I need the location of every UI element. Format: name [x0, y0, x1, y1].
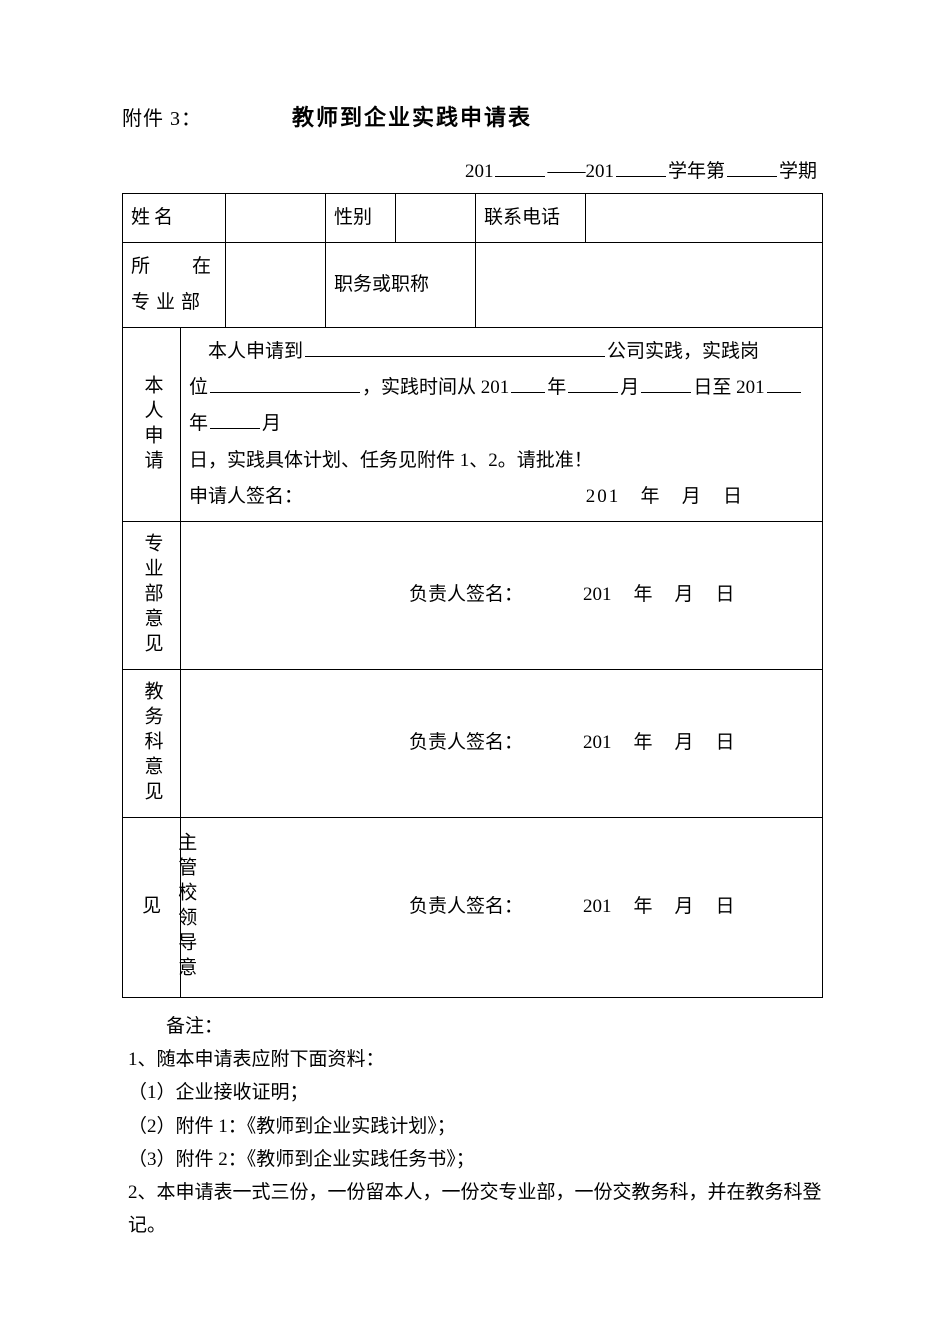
input-gender[interactable]	[396, 194, 476, 243]
apply-y1-blank[interactable]	[511, 374, 545, 393]
row-leader-opinion: 主管校领导意见 负责人签名： 201 年月日	[123, 817, 823, 997]
label-name: 姓名	[123, 194, 226, 243]
document-title: 教师到企业实践申请表	[292, 100, 532, 132]
notes-title: 备注：	[128, 1010, 823, 1043]
term-semester-label: 学期	[779, 161, 817, 182]
academic-date-m: 月	[675, 725, 694, 761]
apply-month: 月	[620, 377, 639, 398]
academic-date-prefix: 201	[583, 725, 612, 761]
term-prefix2: 201	[585, 161, 614, 182]
dept-date-prefix: 201	[583, 577, 612, 613]
apply-line1-prefix: 本人申请到	[208, 341, 303, 362]
notes-n2: 2、本申请表一式三份，一份留本人，一份交专业部，一份交教务科，并在教务科登记。	[128, 1176, 823, 1243]
dept-date-y: 年	[634, 577, 653, 613]
apply-date-m: 月	[682, 486, 703, 507]
dept-opinion-content[interactable]: 负责人签名： 201 年月日	[181, 521, 823, 669]
label-dept-opinion: 专业部意见	[133, 533, 169, 658]
label-self-apply: 本人申请	[133, 375, 169, 475]
dept-date-m: 月	[675, 577, 694, 613]
dept-signer-label: 负责人签名：	[409, 577, 523, 613]
label-department: 所 在 专业部	[123, 243, 226, 328]
leader-date-m: 月	[675, 889, 694, 925]
apply-date-y: 年	[640, 486, 661, 507]
notes-n1c: （3）附件 2：《教师到企业实践任务书》；	[128, 1143, 823, 1176]
application-form-table: 姓名 性别 联系电话 所 在 专业部 职务或职称 本人申请 本人申请到 公司实践，…	[122, 193, 823, 998]
label-gender: 性别	[326, 194, 396, 243]
leader-date-y: 年	[634, 889, 653, 925]
leader-date-prefix: 201	[583, 889, 612, 925]
row-academic-opinion: 教务科意见 负责人签名： 201 年月日	[123, 669, 823, 817]
notes-n1a: （1）企业接收证明；	[128, 1076, 823, 1109]
label-academic-opinion: 教务科意见	[133, 681, 169, 806]
term-year-label: 学年第	[668, 161, 725, 182]
apply-date-prefix: 201	[586, 486, 621, 507]
apply-m1-blank[interactable]	[568, 374, 618, 393]
apply-year2: 年	[189, 413, 208, 434]
term-line: 201——201学年第学期	[122, 156, 823, 183]
dept-date-d: 日	[716, 577, 735, 613]
term-dash: ——	[547, 161, 585, 182]
row-dept-opinion: 专业部意见 负责人签名： 201 年月日	[123, 521, 823, 669]
apply-position-blank[interactable]	[210, 374, 360, 393]
notes-n1: 1、随本申请表应附下面资料：	[128, 1043, 823, 1076]
notes-section: 备注： 1、随本申请表应附下面资料： （1）企业接收证明； （2）附件 1：《教…	[122, 998, 823, 1243]
label-phone: 联系电话	[476, 194, 586, 243]
apply-y2-blank[interactable]	[767, 374, 801, 393]
input-department[interactable]	[226, 243, 326, 328]
row-department: 所 在 专业部 职务或职称	[123, 243, 823, 328]
apply-d1-blank[interactable]	[641, 374, 691, 393]
apply-company-blank[interactable]	[305, 338, 605, 357]
apply-line3: 日，实践具体计划、任务见附件 1、2。请批准！	[189, 443, 814, 479]
row-basic-info: 姓名 性别 联系电话	[123, 194, 823, 243]
notes-n1b: （2）附件 1：《教师到企业实践计划》；	[128, 1110, 823, 1143]
term-prefix1: 201	[465, 161, 494, 182]
academic-signer-label: 负责人签名：	[409, 725, 523, 761]
self-apply-content: 本人申请到公司实践，实践岗 位，实践时间从 201年月日至 201年月 日，实践…	[181, 328, 823, 521]
apply-signer-label: 申请人签名：	[189, 479, 303, 515]
apply-date-d: 日	[723, 486, 744, 507]
document-header: 附件 3： 教师到企业实践申请表	[122, 100, 823, 132]
academic-opinion-content[interactable]: 负责人签名： 201 年月日	[181, 669, 823, 817]
input-name[interactable]	[226, 194, 326, 243]
input-phone[interactable]	[586, 194, 823, 243]
apply-line1-suffix: 公司实践，实践岗	[607, 341, 759, 362]
leader-signer-label: 负责人签名：	[409, 889, 523, 925]
term-year2-blank[interactable]	[616, 158, 666, 177]
apply-day-to: 日至 201	[693, 377, 764, 398]
label-position: 职务或职称	[326, 243, 476, 328]
apply-year: 年	[547, 377, 566, 398]
attachment-label: 附件 3：	[122, 102, 202, 131]
leader-date-d: 日	[716, 889, 735, 925]
row-self-apply: 本人申请 本人申请到公司实践，实践岗 位，实践时间从 201年月日至 201年月…	[123, 328, 823, 521]
leader-opinion-content[interactable]: 负责人签名： 201 年月日	[181, 817, 823, 997]
apply-line2-prefix: 位	[189, 377, 208, 398]
input-position[interactable]	[476, 243, 823, 328]
term-year1-blank[interactable]	[495, 158, 545, 177]
apply-month2: 月	[262, 413, 281, 434]
label-leader-opinion: 主管校领导意见	[131, 824, 203, 991]
academic-date-d: 日	[716, 725, 735, 761]
apply-m2-blank[interactable]	[210, 410, 260, 429]
term-semester-blank[interactable]	[727, 158, 777, 177]
academic-date-y: 年	[634, 725, 653, 761]
apply-line2-mid: ，实践时间从 201	[362, 377, 509, 398]
